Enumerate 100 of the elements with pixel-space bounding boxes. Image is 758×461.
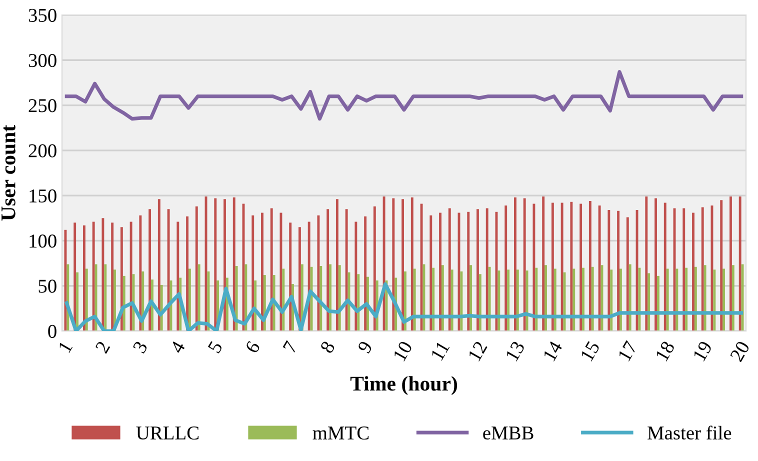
- bar: [722, 268, 726, 331]
- bar: [582, 268, 584, 331]
- x-tick-label: 15: [580, 340, 600, 362]
- bar: [588, 200, 592, 331]
- bar: [130, 222, 132, 331]
- x-tick-label: 12: [468, 340, 488, 362]
- bar: [270, 208, 273, 331]
- bar: [122, 276, 126, 331]
- x-tick-label: 19: [692, 340, 713, 362]
- x-tick-label: 1: [58, 340, 73, 354]
- bar: [741, 264, 744, 331]
- bar: [701, 207, 704, 331]
- bar: [410, 197, 414, 331]
- bar: [535, 268, 538, 331]
- y-axis-title: User count: [2, 124, 16, 221]
- bar: [345, 209, 348, 331]
- bar: [514, 197, 516, 331]
- bar: [82, 225, 86, 331]
- legend-label: eMBB: [483, 426, 534, 440]
- bar: [610, 270, 613, 331]
- y-tick-label: 150: [30, 189, 56, 203]
- x-tick-label: 11: [430, 340, 450, 361]
- bar: [450, 270, 454, 331]
- bar: [357, 274, 360, 331]
- bar: [167, 209, 170, 331]
- bar: [682, 208, 686, 331]
- bar: [692, 212, 694, 331]
- bar: [554, 268, 556, 331]
- bar: [617, 210, 620, 331]
- bar: [354, 222, 358, 331]
- bar: [560, 202, 564, 331]
- bar: [685, 268, 688, 331]
- bar: [570, 202, 573, 331]
- bar: [139, 215, 142, 331]
- bar: [664, 202, 666, 331]
- bar: [336, 199, 338, 331]
- bar: [516, 270, 519, 331]
- bar: [252, 215, 254, 331]
- bar: [158, 199, 160, 331]
- bar: [704, 265, 706, 331]
- x-tick-label: 6: [244, 340, 260, 354]
- bar: [598, 206, 601, 331]
- bar: [676, 268, 678, 331]
- y-tick-label: 300: [28, 54, 56, 68]
- line-series: [64, 282, 744, 331]
- bar: [448, 208, 451, 331]
- bar: [85, 268, 88, 331]
- bar: [620, 268, 622, 331]
- bar: [656, 276, 660, 331]
- bar: [441, 265, 444, 331]
- bar: [738, 196, 742, 331]
- x-axis-title: Time (hour): [350, 376, 458, 395]
- bar: [532, 204, 536, 331]
- bar: [329, 264, 332, 331]
- bar: [580, 204, 582, 331]
- x-tick-label: 17: [618, 340, 638, 362]
- x-tick-label: 9: [357, 340, 373, 354]
- bar: [432, 268, 435, 331]
- y-tick-label: 0: [48, 324, 56, 338]
- bar: [92, 222, 95, 331]
- bar: [591, 266, 594, 331]
- bar: [120, 227, 123, 331]
- bar: [364, 216, 367, 331]
- bar: [111, 222, 114, 331]
- bar: [148, 209, 152, 331]
- bar: [720, 200, 723, 331]
- bar: [488, 266, 491, 331]
- bar: [498, 270, 500, 331]
- x-tick-label: 13: [505, 340, 526, 362]
- x-tick-label: 2: [95, 340, 110, 354]
- bar: [232, 197, 236, 331]
- x-tick-label: 3: [132, 340, 148, 354]
- bar: [470, 265, 472, 331]
- bar: [542, 196, 545, 331]
- bar: [195, 206, 198, 331]
- y-tick-label: 250: [28, 99, 56, 112]
- bar: [523, 198, 526, 331]
- bar: [694, 266, 697, 331]
- bar: [373, 206, 376, 331]
- y-tick-label: 200: [28, 144, 56, 158]
- bar: [207, 271, 210, 331]
- x-tick-label: 18: [655, 340, 676, 362]
- bar: [439, 212, 442, 331]
- x-tick-label: 20: [730, 340, 750, 362]
- bar: [507, 270, 510, 331]
- bar: [320, 266, 322, 331]
- bar: [64, 230, 67, 331]
- bar: [392, 198, 395, 331]
- bar: [478, 274, 482, 331]
- bar: [382, 196, 386, 331]
- y-tick-label: 100: [30, 234, 56, 248]
- bar: [638, 268, 641, 331]
- bar: [104, 264, 107, 331]
- bar: [476, 209, 479, 331]
- bar: [176, 222, 180, 331]
- bar: [551, 202, 554, 331]
- legend-label: URLLC: [136, 426, 199, 440]
- bar: [628, 264, 632, 331]
- bar: [645, 196, 648, 331]
- bar: [289, 222, 292, 331]
